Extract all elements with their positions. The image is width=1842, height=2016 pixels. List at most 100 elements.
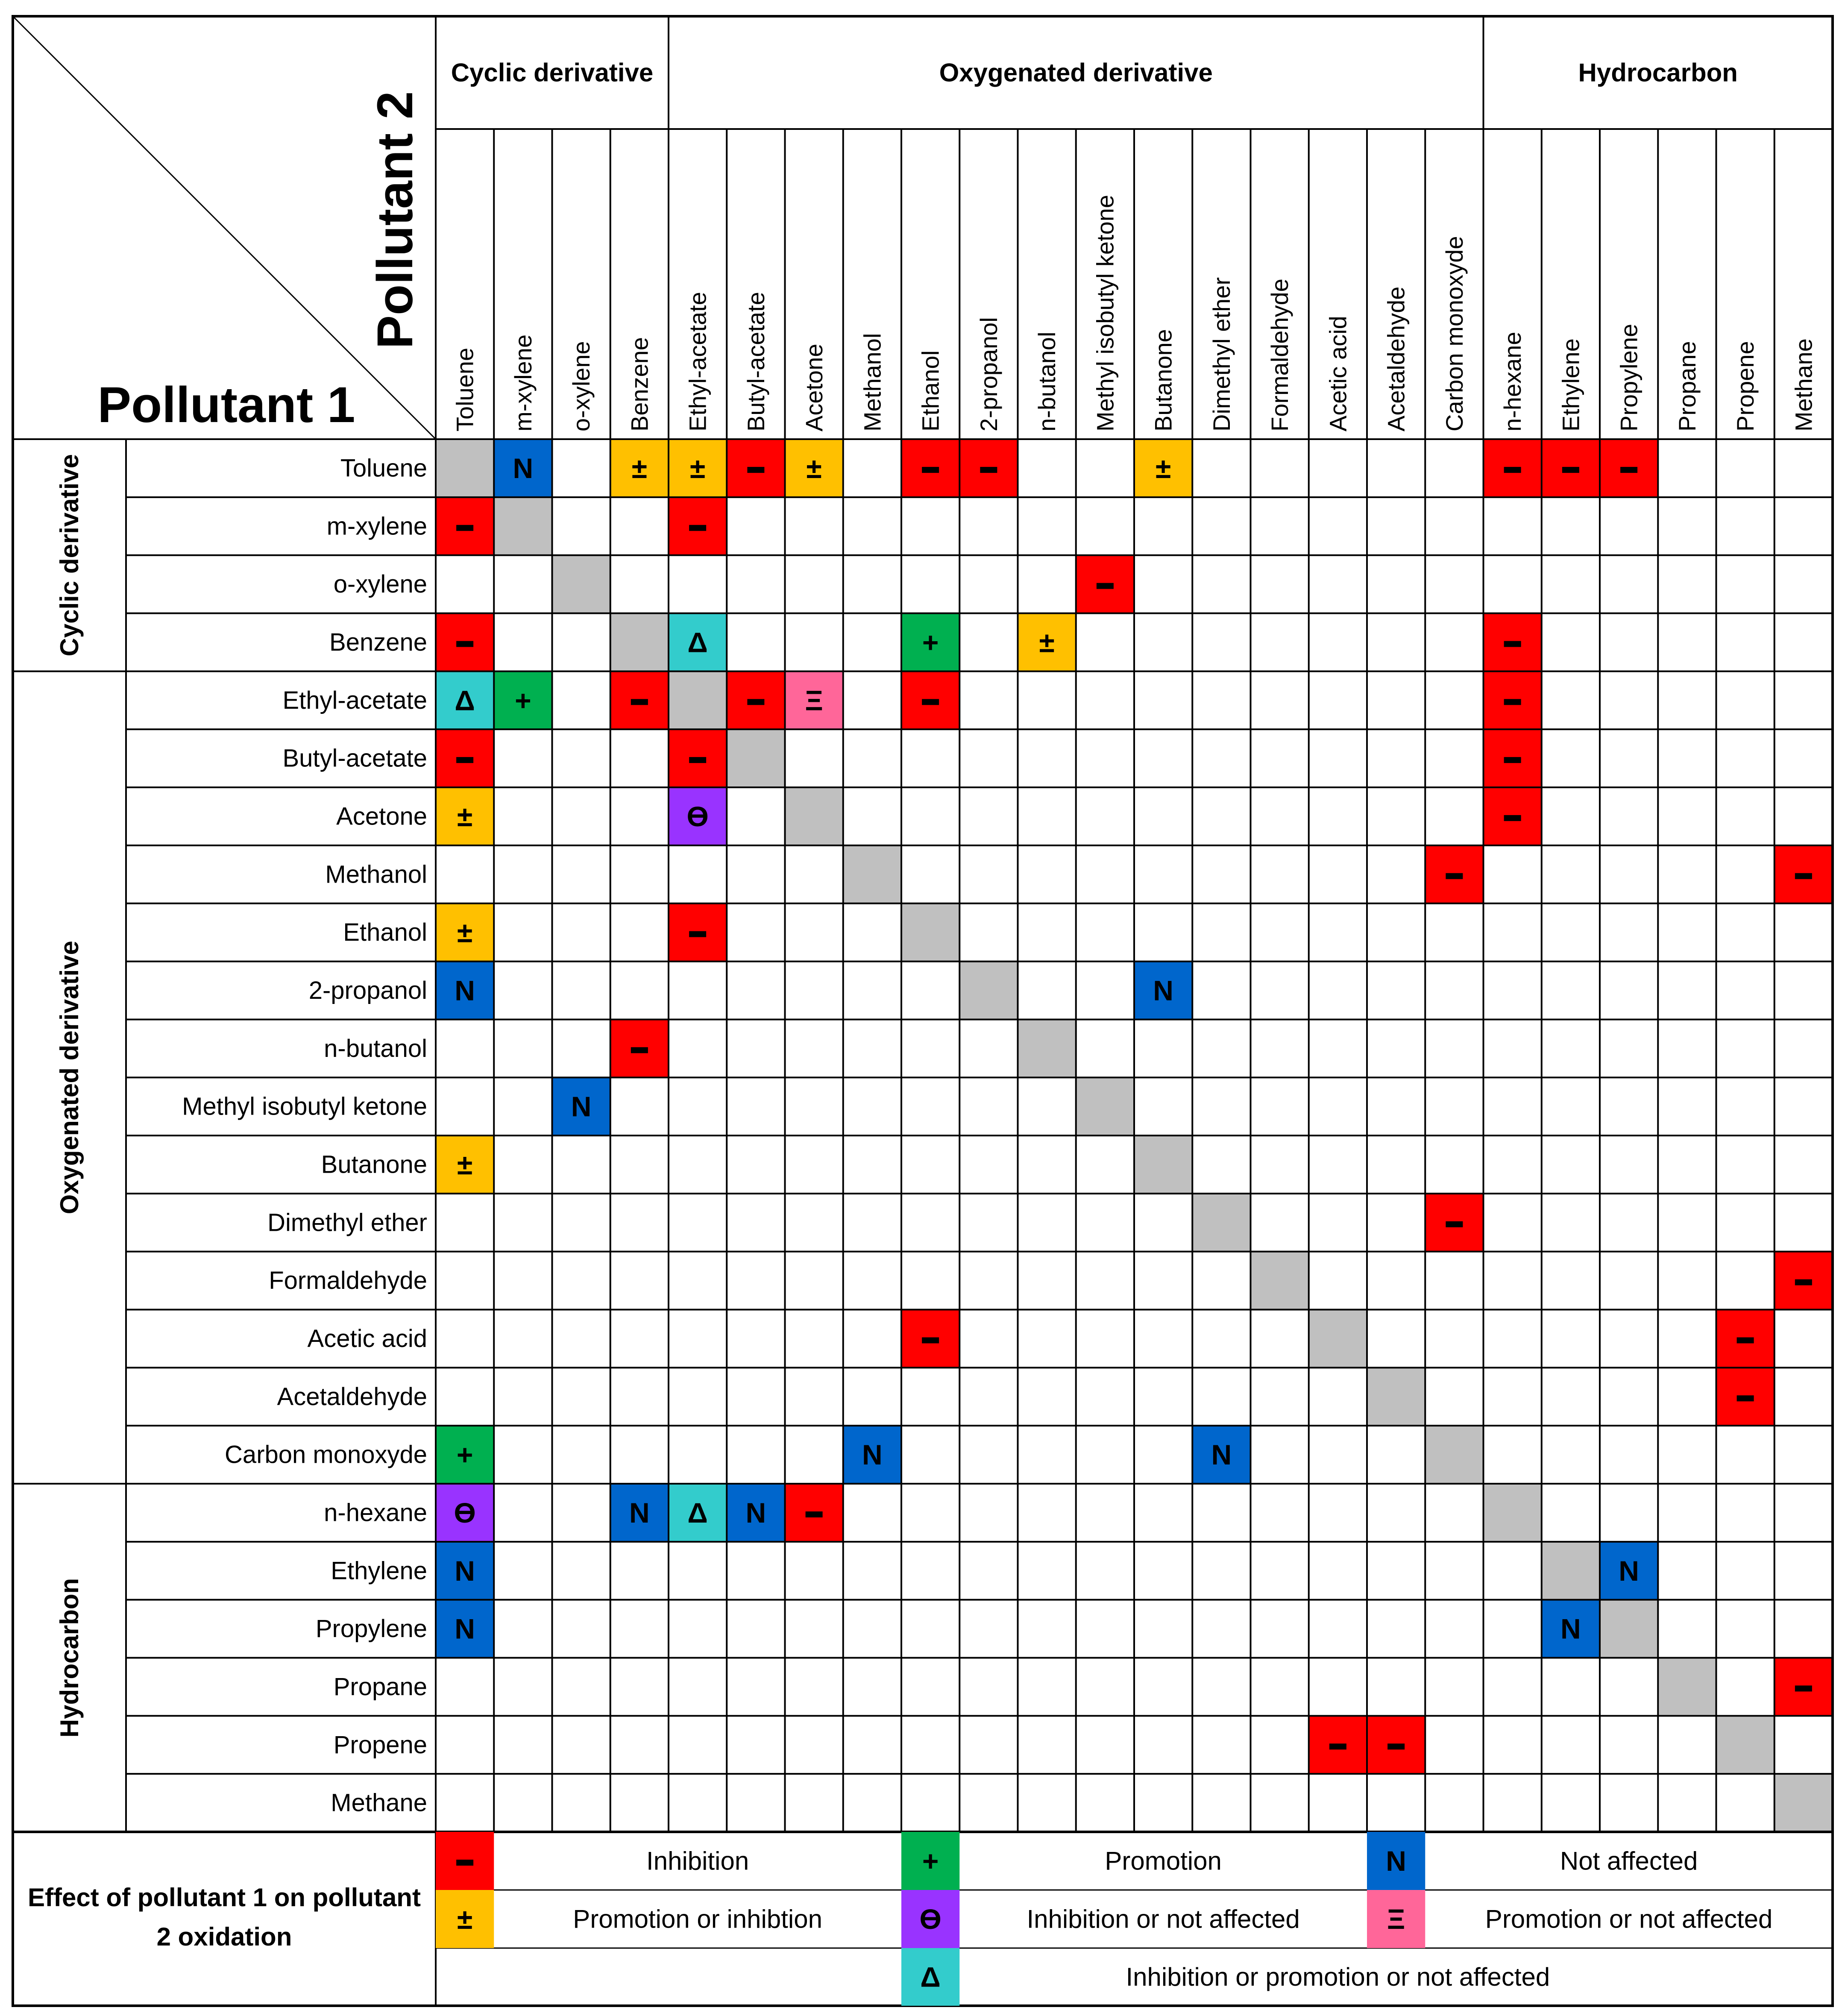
col-label-propene: Propene xyxy=(1732,341,1759,431)
effect-symbol-pm: ± xyxy=(632,452,647,484)
col-label-methane: Methane xyxy=(1790,338,1817,431)
effect-symbol-N: N xyxy=(1560,1613,1581,1645)
effect-cell-ethylene-on-propylene xyxy=(1600,1541,1658,1600)
legend-symbol-theta: ϴ xyxy=(919,1903,941,1935)
effect-cell-ethyl-acetate-on-toluene xyxy=(436,671,494,730)
row-label-ethylene: Ethylene xyxy=(331,1557,427,1585)
effect-symbol-N: N xyxy=(629,1497,650,1529)
effect-cell-ethylene-on-toluene xyxy=(436,1541,494,1600)
effect-cell-acetone-on-toluene xyxy=(436,787,494,845)
effect-cell-carbon-monoxyde-on-methanol xyxy=(843,1426,901,1484)
row-label-propane: Propane xyxy=(334,1673,427,1701)
effect-symbol-delta: Δ xyxy=(455,684,475,716)
col-label-m-xylene: m-xylene xyxy=(510,335,537,431)
diagonal-cell-butyl-acetate xyxy=(727,729,785,787)
effect-cell-ethyl-acetate-on-acetone xyxy=(785,671,843,730)
legend-swatch-plus xyxy=(901,1832,960,1890)
col-label-carbon-monoxyde: Carbon monoxyde xyxy=(1441,236,1468,431)
effect-cell-acetone-on-ethyl-acetate xyxy=(669,787,727,845)
row-label-ethyl-acetate: Ethyl-acetate xyxy=(282,687,427,714)
col-axis-title: Pollutant 2 xyxy=(367,91,423,349)
effect-symbol-minus xyxy=(1795,873,1812,879)
legend-title-line-1: Effect of pollutant 1 on pollutant xyxy=(28,1883,421,1912)
effect-symbol-minus xyxy=(1504,815,1521,821)
row-group-label-hydrocarbon: Hydrocarbon xyxy=(55,1578,84,1737)
legend-swatch-delta xyxy=(901,1948,960,2006)
effect-symbol-minus xyxy=(922,699,939,705)
diagonal-cell-methanol xyxy=(843,845,901,904)
effect-symbol-minus xyxy=(1504,641,1521,647)
effect-symbol-minus xyxy=(1329,1743,1346,1750)
effect-symbol-minus xyxy=(1446,1221,1463,1227)
legend-swatch-theta xyxy=(901,1890,960,1948)
effect-cell-toluene-on-butanone xyxy=(1134,439,1193,497)
effect-symbol-minus xyxy=(922,1337,939,1344)
outer-border xyxy=(12,15,1834,2007)
effect-symbol-N: N xyxy=(1211,1439,1232,1470)
legend-label-N: Not affected xyxy=(1560,1847,1698,1875)
col-label-methyl-isobutyl-ketone: Methyl isobutyl ketone xyxy=(1091,195,1118,431)
effect-symbol-minus xyxy=(456,525,474,531)
diagonal-cell-ethanol xyxy=(901,903,960,962)
effect-cell-methyl-isobutyl-ketone-on-o-xylene xyxy=(552,1077,610,1136)
row-label-ethanol: Ethanol xyxy=(343,918,427,946)
effect-symbol-minus xyxy=(456,757,474,763)
row-axis-title: Pollutant 1 xyxy=(97,377,355,433)
row-label-acetaldehyde: Acetaldehyde xyxy=(277,1383,427,1411)
row-label-propylene: Propylene xyxy=(316,1615,427,1643)
effect-cell-toluene-on-m-xylene xyxy=(494,439,552,497)
effect-symbol-N: N xyxy=(513,452,534,484)
diagonal-cell-acetaldehyde xyxy=(1367,1367,1425,1426)
effect-symbol-minus xyxy=(747,699,765,705)
effect-symbol-minus xyxy=(1736,1337,1754,1344)
col-group-label-cyclic-derivative: Cyclic derivative xyxy=(451,59,654,87)
col-label-propane: Propane xyxy=(1674,341,1701,431)
legend-symbol-xi: Ξ xyxy=(1387,1903,1405,1935)
effect-symbol-minus xyxy=(689,931,707,937)
effect-cell-benzene-on-ethanol xyxy=(901,613,960,672)
legend-symbol-minus xyxy=(456,1860,474,1866)
row-label-toluene: Toluene xyxy=(340,454,427,482)
legend-symbol-delta: Δ xyxy=(920,1961,940,1993)
col-label-butanone: Butanone xyxy=(1150,329,1177,431)
col-label-acetic-acid: Acetic acid xyxy=(1324,316,1351,431)
effect-symbol-N: N xyxy=(571,1091,592,1122)
effect-symbol-minus xyxy=(922,467,939,473)
diagonal-cell-acetic-acid xyxy=(1308,1309,1367,1368)
effect-cell-propylene-on-toluene xyxy=(436,1599,494,1658)
diagonal-cell-n-hexane xyxy=(1483,1484,1542,1542)
effect-symbol-N: N xyxy=(455,1555,475,1587)
effect-symbol-pm: ± xyxy=(807,452,822,484)
effect-cell-toluene-on-acetone xyxy=(785,439,843,497)
row-label-acetic-acid: Acetic acid xyxy=(308,1325,427,1353)
row-label-benzene: Benzene xyxy=(329,628,427,656)
row-group-label-oxygenated-derivative: Oxygenated derivative xyxy=(55,941,84,1214)
effect-symbol-pm: ± xyxy=(457,1149,472,1180)
row-label-propene: Propene xyxy=(334,1731,427,1759)
legend-label-minus: Inhibition xyxy=(646,1847,749,1875)
col-label-n-hexane: n-hexane xyxy=(1499,332,1526,431)
effect-symbol-pm: ± xyxy=(1156,452,1171,484)
diagonal-cell-acetone xyxy=(785,787,843,845)
legend-swatch-N xyxy=(1367,1832,1425,1890)
col-label-2-propanol: 2-propanol xyxy=(975,317,1002,431)
effect-symbol-N: N xyxy=(1619,1555,1639,1587)
effect-symbol-N: N xyxy=(862,1439,883,1470)
effect-cell-butanone-on-toluene xyxy=(436,1136,494,1194)
effect-symbol-minus xyxy=(1795,1279,1812,1285)
diagonal-cell-n-butanol xyxy=(1018,1019,1076,1078)
effect-symbol-plus: + xyxy=(515,684,531,716)
diagonal-cell-dimethyl-ether xyxy=(1192,1193,1251,1252)
effect-symbol-theta: ϴ xyxy=(454,1497,475,1529)
col-label-propylene: Propylene xyxy=(1616,324,1643,431)
diagonal-cell-butanone xyxy=(1134,1136,1193,1194)
row-label-butyl-acetate: Butyl-acetate xyxy=(282,745,427,772)
effect-cell-ethyl-acetate-on-m-xylene xyxy=(494,671,552,730)
row-group-label-cyclic-derivative: Cyclic derivative xyxy=(55,454,84,657)
effect-symbol-pm: ± xyxy=(457,801,472,832)
col-label-formaldehyde: Formaldehyde xyxy=(1266,279,1293,431)
effect-symbol-minus xyxy=(1096,583,1114,589)
effect-cell-2-propanol-on-toluene xyxy=(436,961,494,1020)
diagonal-cell-propane xyxy=(1658,1658,1716,1716)
